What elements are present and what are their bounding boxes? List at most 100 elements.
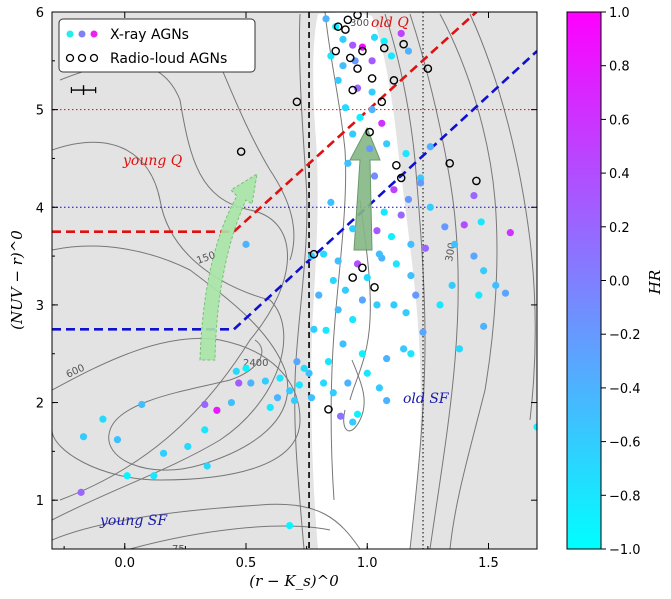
radio-loud-agn-point-11 — [389, 76, 399, 85]
xray-agn-point-112 — [77, 488, 85, 496]
colorbar-tick-label-10: −1.0 — [609, 543, 641, 558]
y-axis-ticks: 1 2 3 4 5 6 — [36, 6, 537, 550]
xray-agn-point-72 — [315, 291, 323, 299]
y-tick-label-3: 4 — [36, 201, 44, 216]
xray-agn-point-48 — [470, 252, 478, 260]
xray-agn-point-23 — [383, 140, 391, 148]
contour-label-300-top: 300 — [350, 18, 369, 29]
xray-agn-point-73 — [329, 276, 337, 285]
colorbar-tick-label-2: 0.6 — [609, 113, 630, 128]
xray-agn-points — [77, 15, 537, 530]
legend-marker-xray-2 — [78, 30, 86, 38]
xray-agn-point-55 — [455, 345, 463, 353]
xray-agn-point-11 — [368, 57, 376, 65]
legend-marker-radio-1 — [65, 53, 75, 63]
xray-agn-point-7 — [397, 29, 405, 38]
reference-lines — [52, 12, 537, 549]
y-tick-label-1: 2 — [36, 397, 44, 412]
xray-agn-point-85 — [353, 410, 362, 418]
xray-agn-point-68 — [358, 350, 366, 358]
xray-agn-point-65 — [407, 350, 415, 358]
xray-agn-point-88 — [307, 394, 316, 402]
xray-agn-point-58 — [353, 260, 362, 268]
radio-loud-agn-point-25 — [370, 283, 379, 292]
xray-agn-point-108 — [159, 449, 168, 457]
region-label-old-q: old Q — [371, 15, 409, 31]
y-axis-label: (NUV − r)^0 — [8, 230, 26, 330]
xray-agn-point-12 — [387, 52, 396, 60]
radio-loud-agn-point-1 — [353, 12, 362, 20]
xray-agn-point-70 — [324, 357, 333, 366]
xray-agn-point-80 — [329, 389, 337, 397]
xray-agn-point-96 — [293, 357, 301, 366]
xray-agn-point-121 — [363, 273, 371, 282]
xray-agn-point-93 — [286, 387, 294, 395]
region-label-young-sf: young SF — [99, 513, 168, 529]
xray-agn-point-20 — [378, 119, 386, 127]
xray-agn-point-14 — [334, 76, 342, 84]
region-label-old-sf: old SF — [403, 391, 450, 407]
xray-agn-point-109 — [150, 472, 158, 480]
radio-loud-agn-point-15 — [377, 97, 387, 107]
xray-agn-point-118 — [533, 423, 537, 431]
xray-agn-point-100 — [242, 364, 250, 372]
xray-agn-point-115 — [138, 400, 146, 409]
x-axis-label: (r − K_s)^0 — [249, 572, 339, 590]
xray-agn-point-2 — [339, 35, 347, 43]
xray-agn-point-90 — [290, 396, 299, 405]
dark-green-arrow — [349, 126, 381, 251]
x-tick-label-3: 1.5 — [478, 556, 499, 571]
xray-agn-point-37 — [349, 225, 357, 233]
colorbar-tick-label-3: 0.4 — [609, 167, 630, 182]
colorbar-tick-label-9: −0.8 — [609, 489, 641, 504]
xray-agn-point-40 — [407, 240, 415, 248]
y-tick-label-0: 1 — [36, 494, 44, 509]
colorbar-tick-label-1: 0.8 — [609, 60, 630, 75]
xray-agn-point-106 — [201, 426, 209, 434]
xray-agn-point-30 — [327, 198, 335, 206]
xray-agn-point-19 — [356, 113, 364, 122]
xray-agn-point-99 — [247, 379, 255, 387]
radio-loud-agn-points — [236, 12, 481, 414]
xray-agn-point-3 — [349, 41, 357, 49]
xray-agn-point-97 — [276, 374, 284, 382]
blue-boundary-line — [52, 50, 537, 331]
xray-agn-point-21 — [349, 130, 357, 138]
xray-agn-point-107 — [184, 442, 192, 451]
legend-label-radio: Radio-loud AGNs — [110, 51, 227, 67]
xray-agn-point-44 — [470, 191, 478, 200]
xray-agn-point-101 — [232, 367, 240, 375]
xray-agn-point-57 — [334, 257, 342, 265]
xray-agn-point-86 — [336, 412, 345, 420]
xray-agn-point-82 — [363, 369, 371, 377]
xray-agn-point-47 — [506, 229, 514, 237]
xray-agn-point-105 — [201, 400, 209, 409]
xray-agn-point-61 — [407, 272, 415, 280]
legend-marker-radio-2 — [77, 53, 87, 63]
xray-agn-point-24 — [402, 149, 410, 158]
xray-agn-point-28 — [404, 195, 413, 204]
xray-agn-point-17 — [341, 104, 350, 112]
xray-agn-point-94 — [305, 369, 313, 377]
radio-loud-agn-point-26 — [324, 405, 333, 414]
radio-loud-agn-point-17 — [236, 147, 246, 156]
xray-agn-point-34 — [426, 143, 434, 151]
radio-loud-agn-point-0 — [343, 15, 353, 25]
radio-loud-agn-point-10 — [367, 74, 377, 83]
radio-loud-agn-point-4 — [379, 43, 389, 53]
xray-agn-point-79 — [320, 379, 328, 387]
xray-agn-point-16 — [368, 88, 376, 96]
xray-agn-point-110 — [123, 472, 131, 480]
xray-agn-point-91 — [273, 394, 282, 402]
xray-agn-point-26 — [370, 172, 379, 180]
xray-agn-point-92 — [266, 403, 274, 412]
xray-agn-point-113 — [79, 433, 88, 441]
colorbar-tick-label-0: 1.0 — [609, 6, 630, 21]
red-boundary-line — [52, 12, 478, 233]
radio-loud-agn-point-24 — [348, 273, 358, 282]
radio-loud-agn-point-18 — [392, 160, 401, 170]
colorbar-tick-label-8: −0.6 — [609, 436, 641, 451]
xray-agn-point-33 — [417, 179, 425, 187]
radio-loud-agn-point-19 — [445, 159, 455, 168]
